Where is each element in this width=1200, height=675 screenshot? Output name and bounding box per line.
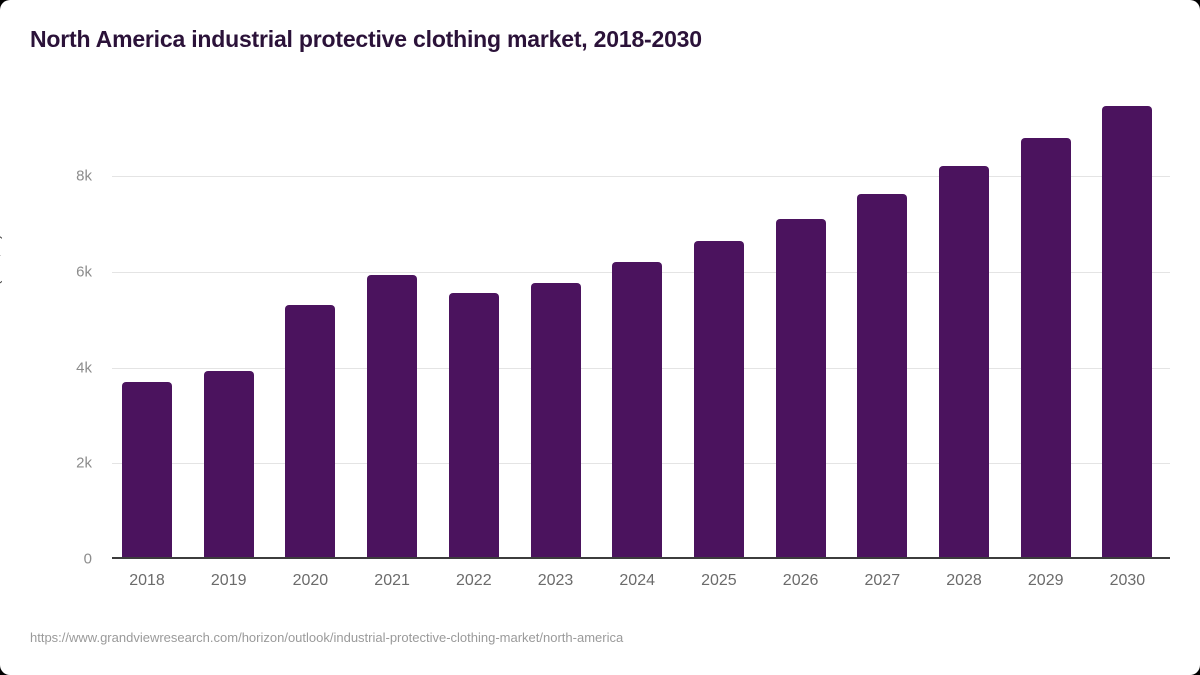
bar-2022[interactable] (448, 292, 499, 559)
x-axis-tick-label: 2023 (537, 572, 574, 589)
x-axis-tick-label: 2020 (292, 572, 329, 589)
x-axis-line (112, 557, 1170, 559)
gridline (112, 176, 1170, 178)
x-axis-tick-label: 2025 (701, 572, 737, 589)
x-axis-tick-label: 2019 (210, 572, 247, 589)
bar-2030[interactable] (1102, 106, 1153, 559)
source-url: https://www.grandviewresearch.com/horizo… (30, 630, 624, 645)
x-axis-tick-label: 2021 (374, 572, 410, 589)
y-axis-tick-label: 2k (76, 454, 92, 472)
bar-2019[interactable] (203, 370, 254, 559)
bar-2026[interactable] (775, 219, 826, 559)
bar-series (112, 90, 1170, 559)
bar-2029[interactable] (1020, 138, 1071, 559)
bar-2023[interactable] (530, 283, 581, 559)
bar-2024[interactable] (612, 261, 663, 559)
x-axis-tick-label: 2024 (619, 572, 655, 589)
x-axis-tick-label: 2028 (946, 572, 982, 589)
bar-2027[interactable] (857, 193, 908, 559)
x-axis-tick-label: 2018 (129, 572, 165, 589)
x-axis-tick-label: 2029 (1027, 572, 1064, 589)
bar-2020[interactable] (285, 305, 336, 559)
page-title: North America industrial protective clot… (30, 26, 702, 52)
x-axis-tick-label: 2026 (782, 572, 819, 589)
plot-area (112, 90, 1170, 559)
y-axis-tick-label: 8k (76, 167, 92, 185)
x-axis-tick-label: 2027 (864, 572, 901, 589)
x-axis-tick-label: 2022 (456, 572, 492, 589)
y-axis-tick-label: 0 (83, 550, 92, 568)
y-axis-tick-label: 4k (76, 359, 92, 377)
y-axis-tick-label: 6k (76, 263, 92, 281)
bar-2028[interactable] (939, 165, 989, 559)
bar-2018[interactable] (122, 382, 172, 559)
x-axis-tick-label: 2030 (1109, 572, 1146, 589)
bar-2025[interactable] (693, 240, 744, 559)
y-axis-title: Market Size (US$M) (0, 233, 3, 369)
bar-2021[interactable] (367, 274, 418, 559)
